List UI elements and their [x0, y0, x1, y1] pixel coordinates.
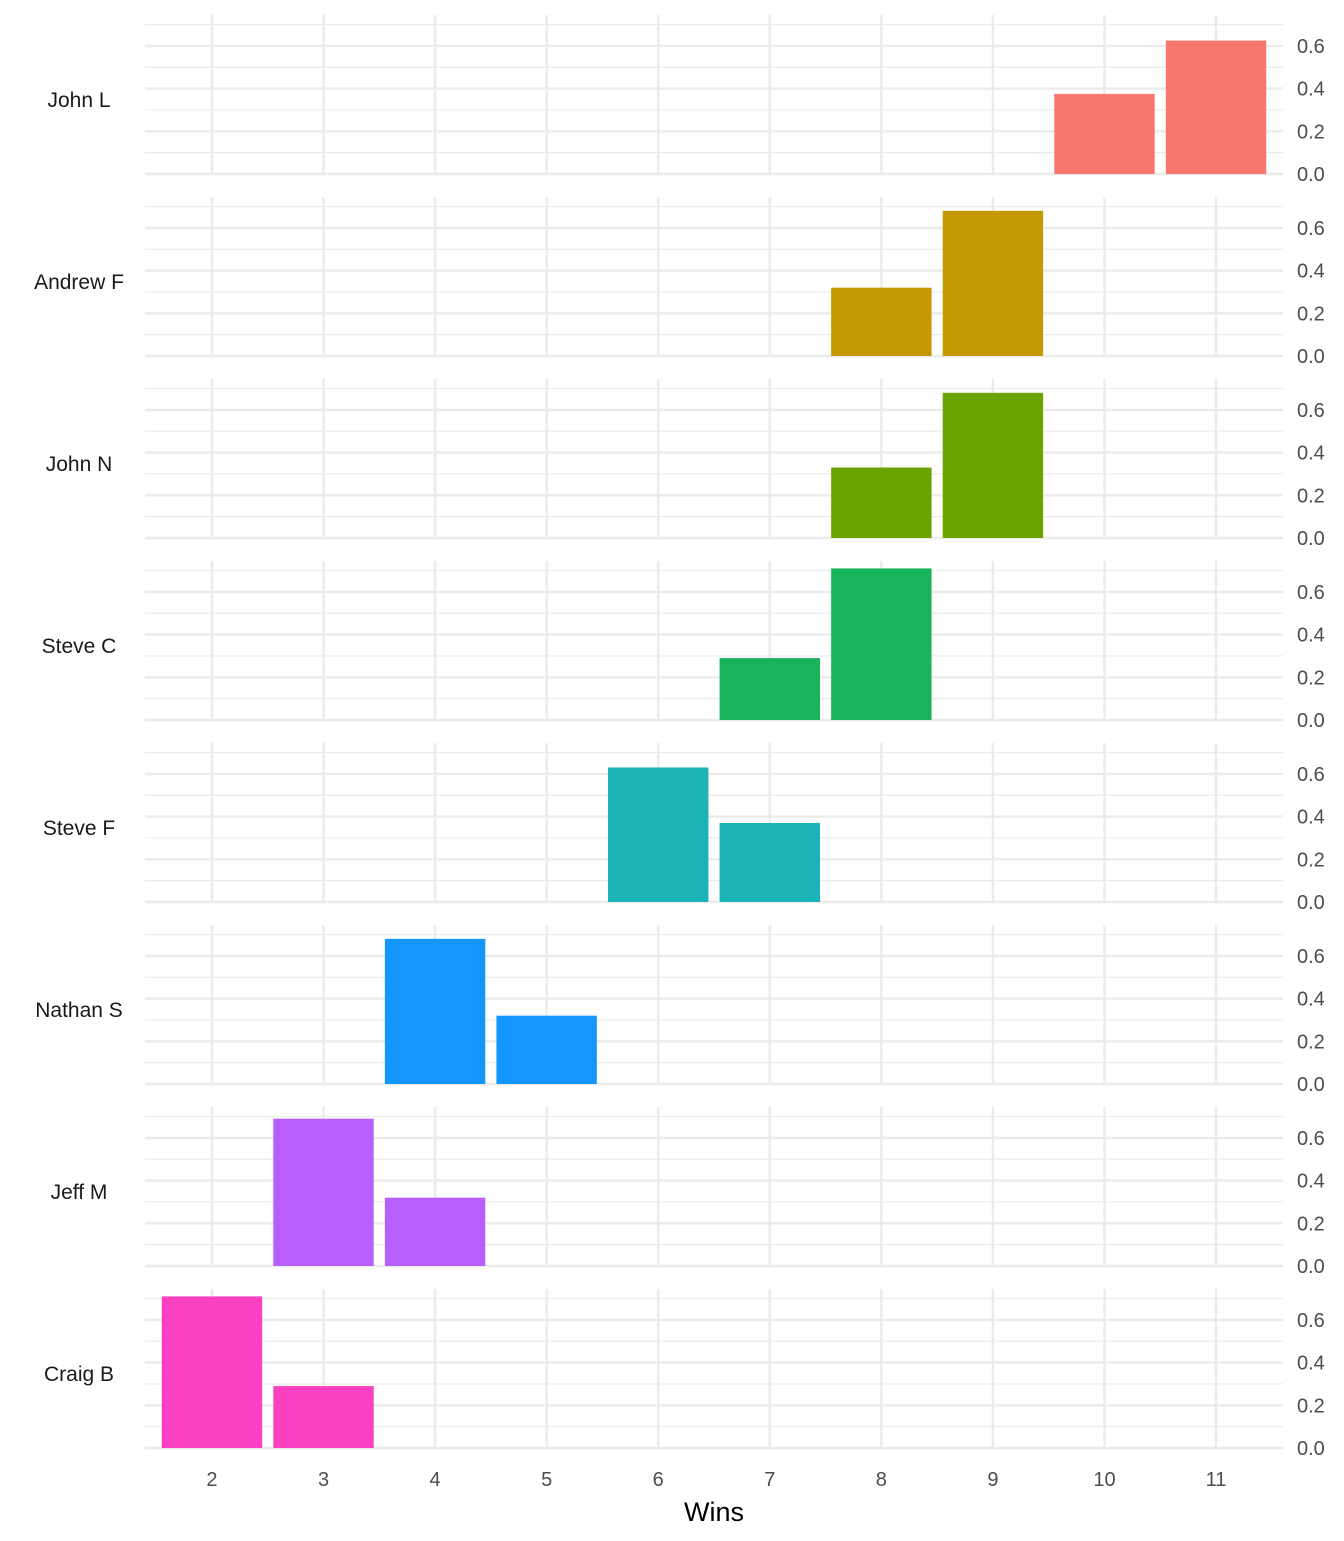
y-tick-label: 0.2: [1297, 1213, 1325, 1235]
y-tick-label: 0.0: [1297, 346, 1325, 368]
facet-strip-label: Andrew F: [34, 271, 124, 294]
y-tick-label: 0.6: [1297, 36, 1325, 58]
bar: [273, 1386, 374, 1448]
facet-strip-label: John L: [47, 89, 110, 112]
facet-strip-label: Steve F: [43, 817, 115, 840]
x-tick-label: 7: [764, 1469, 775, 1491]
bar: [1054, 93, 1155, 174]
x-tick-label: 9: [987, 1469, 998, 1491]
x-tick-label: 11: [1206, 1469, 1227, 1491]
bar: [831, 467, 932, 538]
facet-strip-label: Craig B: [44, 1363, 114, 1386]
y-tick-label: 0.6: [1297, 1310, 1325, 1332]
y-tick-label: 0.2: [1297, 121, 1325, 143]
y-tick-label: 0.2: [1297, 485, 1325, 507]
x-axis-title: Wins: [684, 1497, 744, 1527]
bar: [384, 938, 486, 1084]
facet-strip-label: John N: [46, 453, 113, 476]
y-tick-label: 0.0: [1297, 164, 1325, 186]
x-tick-label: 5: [541, 1469, 552, 1491]
y-tick-label: 0.2: [1297, 849, 1325, 871]
y-tick-label: 0.0: [1297, 892, 1325, 914]
facet-strip-label: Jeff M: [51, 1181, 108, 1204]
x-tick-label: 6: [653, 1469, 664, 1491]
y-tick-label: 0.6: [1297, 218, 1325, 240]
bar: [1165, 40, 1267, 174]
x-tick-label: 10: [1093, 1469, 1115, 1491]
bar: [942, 210, 1044, 356]
y-tick-label: 0.6: [1297, 400, 1325, 422]
y-tick-label: 0.4: [1297, 1171, 1325, 1193]
x-tick-label: 3: [318, 1469, 329, 1491]
y-tick-label: 0.0: [1297, 1438, 1325, 1460]
bar-layer: [161, 40, 1267, 1448]
y-tick-label: 0.6: [1297, 764, 1325, 786]
y-tick-label: 0.2: [1297, 303, 1325, 325]
y-tick-label: 0.0: [1297, 1256, 1325, 1278]
y-tick-label: 0.6: [1297, 1128, 1325, 1150]
bar: [384, 1197, 486, 1266]
y-tick-label: 0.2: [1297, 667, 1325, 689]
bar: [161, 1296, 263, 1448]
bar: [831, 568, 932, 720]
facet-strip-label: Steve C: [42, 635, 117, 658]
label-layer: 0.0 0.2 0.4 0.6 John L 0.0 0.2 0.4 0.6 Andrew F 0.…: [34, 36, 1325, 1491]
y-tick-label: 0.2: [1297, 1395, 1325, 1417]
y-tick-label: 0.4: [1297, 1353, 1325, 1375]
y-tick-label: 0.4: [1297, 989, 1325, 1011]
y-tick-label: 0.6: [1297, 946, 1325, 968]
y-tick-label: 0.2: [1297, 1031, 1325, 1053]
y-tick-label: 0.0: [1297, 710, 1325, 732]
bar: [496, 1015, 597, 1084]
y-tick-label: 0.0: [1297, 1074, 1325, 1096]
bar: [719, 658, 820, 720]
bar: [273, 1118, 374, 1266]
bar: [831, 287, 932, 356]
y-tick-label: 0.4: [1297, 79, 1325, 101]
y-tick-label: 0.4: [1297, 443, 1325, 465]
facet-strip-label: Nathan S: [35, 999, 123, 1022]
y-tick-label: 0.4: [1297, 625, 1325, 647]
bar: [608, 767, 709, 902]
y-tick-label: 0.4: [1297, 807, 1325, 829]
x-tick-label: 2: [206, 1469, 217, 1491]
x-tick-label: 4: [430, 1469, 441, 1491]
y-tick-label: 0.0: [1297, 528, 1325, 550]
grid-layer: [145, 15, 1283, 1450]
bar: [719, 823, 820, 902]
y-tick-label: 0.6: [1297, 582, 1325, 604]
bar: [942, 392, 1044, 538]
x-tick-label: 8: [876, 1469, 887, 1491]
y-tick-label: 0.4: [1297, 261, 1325, 283]
